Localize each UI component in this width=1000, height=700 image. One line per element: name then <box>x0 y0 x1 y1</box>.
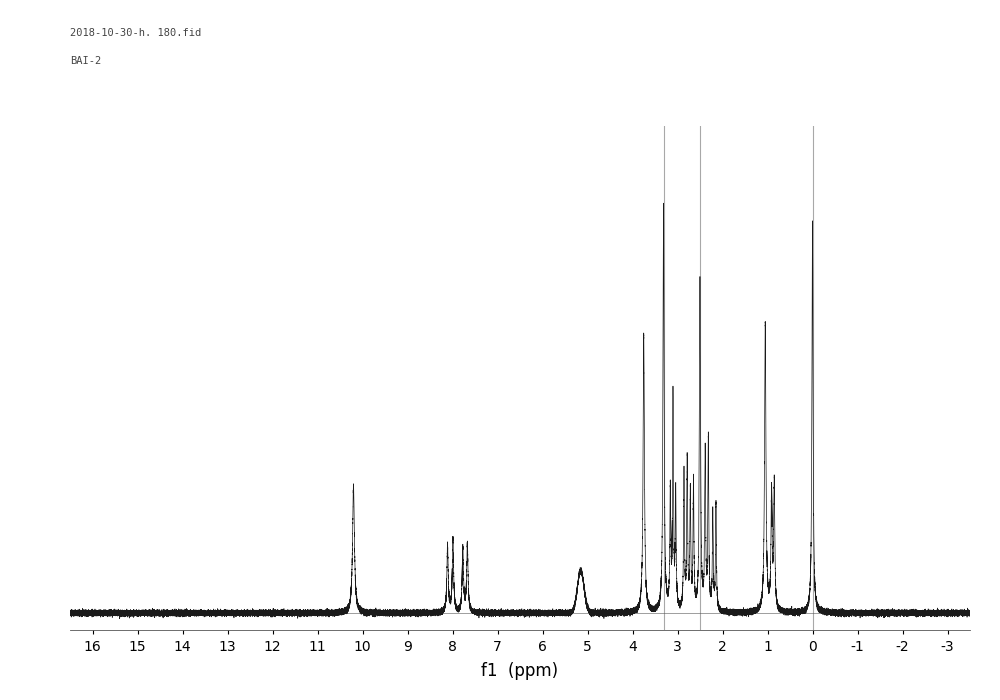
Text: BAI-2: BAI-2 <box>70 56 101 66</box>
Text: 2018-10-30-h. 180.fid: 2018-10-30-h. 180.fid <box>70 28 201 38</box>
X-axis label: f1  (ppm): f1 (ppm) <box>481 662 559 680</box>
